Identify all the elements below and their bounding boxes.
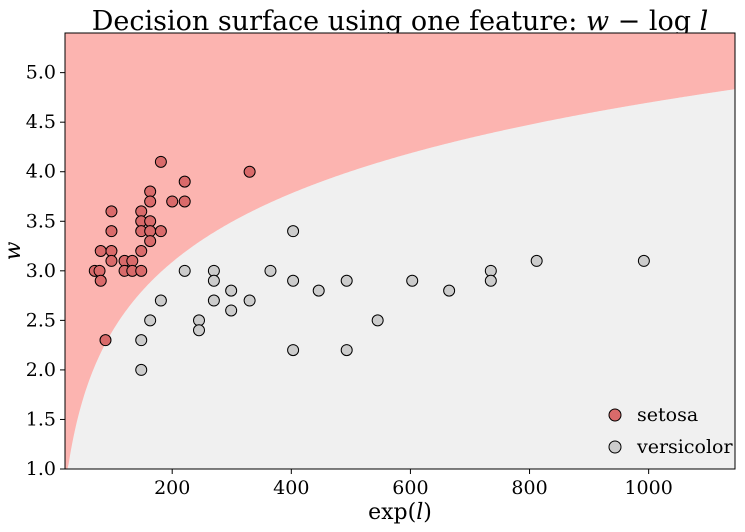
data-point-versicolor [530,254,543,267]
data-point-setosa [135,245,148,257]
data-point-versicolor [135,363,148,376]
data-point-versicolor [340,274,353,287]
y-tick-label: 2.5 [26,309,56,331]
legend-marker-versicolor [608,440,622,454]
y-axis: 1.0 1.5 2.0 2.5 3.0 3.5 4.0 4.5 5.0 [26,62,65,480]
y-tick-label: 1.0 [26,458,56,480]
x-tick-label: 800 [511,477,547,499]
y-tick-label: 5.0 [26,62,56,84]
region-setosa [65,33,735,469]
x-axis-label: exp(l) [368,500,432,525]
data-point-setosa [105,245,118,257]
data-point-setosa [126,254,139,267]
data-point-setosa [243,165,256,178]
data-point-setosa [166,195,179,208]
y-tick-label: 4.0 [26,161,56,183]
legend: setosa versicolor [608,404,733,458]
y-tick-label: 1.5 [26,408,56,430]
x-axis: 200 400 600 800 1000 [154,469,673,499]
data-point-setosa [154,225,167,238]
data-point-versicolor [154,294,167,307]
chart-title: Decision surface using one feature: w − … [92,6,709,37]
data-point-versicolor [207,274,220,287]
data-point-setosa [94,274,107,287]
data-point-setosa [99,334,112,347]
points-layer [88,155,650,376]
data-point-setosa [144,225,157,238]
data-point-versicolor [207,294,220,307]
y-tick-label: 2.0 [26,359,56,381]
data-point-versicolor [637,254,650,267]
x-axis-label-suffix: ) [423,500,432,525]
x-tick-label: 200 [154,477,190,499]
data-point-versicolor [193,314,205,327]
data-point-setosa [105,254,118,267]
y-tick-label: 3.0 [26,260,56,282]
chart-title-var-w: w [586,6,609,37]
data-point-setosa [144,185,157,198]
x-tick-label: 1000 [624,477,672,499]
y-tick-label: 4.5 [26,111,56,133]
data-point-setosa [135,205,148,218]
y-tick-label: 3.5 [26,210,56,232]
data-point-versicolor [443,284,456,297]
x-tick-label: 400 [273,477,309,499]
data-point-versicolor [178,264,191,277]
y-axis-label: w [1,241,26,260]
data-point-setosa [154,155,167,168]
plot-frame [64,32,736,470]
data-point-versicolor [225,304,238,317]
data-point-versicolor [193,324,205,337]
x-axis-label-var: l [416,500,423,525]
data-point-versicolor [287,225,300,238]
data-point-versicolor [484,264,497,277]
data-point-setosa [144,195,157,208]
data-point-versicolor [225,284,238,297]
data-point-setosa [135,264,148,277]
x-tick-label: 600 [392,477,428,499]
legend-label-setosa: setosa [637,404,698,426]
data-point-versicolor [243,294,256,307]
data-point-setosa [105,205,118,218]
data-point-versicolor [340,344,353,357]
data-point-versicolor [287,344,300,357]
data-point-setosa [144,235,157,248]
plot-area [65,33,735,469]
data-point-versicolor [144,314,157,327]
data-point-versicolor [406,274,419,287]
data-point-versicolor [207,264,220,277]
x-axis-label-prefix: exp( [368,500,416,525]
chart-title-var-l: l [700,6,709,37]
data-point-versicolor [484,274,497,287]
chart-title-minus-log: − log [609,6,700,37]
legend-label-versicolor: versicolor [636,436,733,458]
data-point-setosa [94,245,107,257]
legend-marker-setosa [608,408,622,422]
data-point-setosa [178,175,191,188]
data-point-versicolor [371,314,384,327]
data-point-setosa [178,195,191,208]
data-point-setosa [144,215,157,228]
data-point-versicolor [312,284,325,297]
data-point-setosa [105,225,118,238]
data-point-versicolor [264,264,277,277]
data-point-setosa [93,264,106,277]
data-point-versicolor [135,334,148,347]
chart-title-text: Decision surface using one feature: [92,6,586,37]
data-point-versicolor [287,274,300,287]
